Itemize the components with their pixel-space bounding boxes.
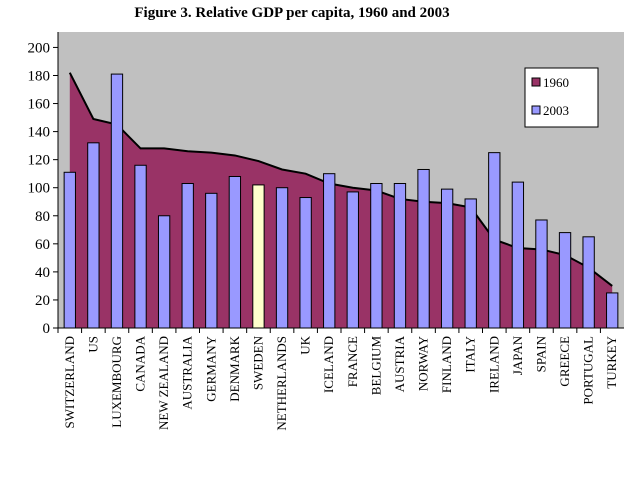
x-tick-label: UK [298,335,313,354]
bar [370,183,383,329]
x-tick-label: AUSTRALIA [180,335,195,409]
bar [393,183,407,329]
bar [63,171,76,329]
y-tick-label: 180 [28,68,51,84]
x-tick-label: PORTUGAL [581,336,596,405]
x-tick-label: NETHERLANDS [274,336,289,431]
bar [110,73,124,329]
bar [417,168,430,329]
x-tick-label: TURKEY [604,335,619,388]
y-tick-label: 40 [35,265,50,281]
bar [582,236,595,329]
bar [205,192,218,329]
x-tick-label: NEW ZEALAND [156,336,171,430]
bar [535,219,548,329]
y-tick-label: 200 [28,40,51,56]
x-tick-label: GERMANY [203,335,218,401]
x-tick-label: NORWAY [416,335,431,391]
x-tick-label: CANADA [133,335,148,391]
bar [299,197,312,329]
x-tick-label: SWEDEN [250,335,265,390]
legend: 1960 2003 [524,67,599,128]
bar [511,181,525,329]
bar [87,142,100,329]
y-tick-label: 160 [28,97,51,113]
x-tick-label: FRANCE [345,336,360,387]
y-tick-label: 20 [35,293,50,309]
bar [488,152,501,329]
bar [606,292,619,329]
bar [181,183,194,329]
x-tick-label: GREECE [557,336,572,387]
bar [228,175,242,329]
bar [323,173,336,329]
legend-label: 2003 [543,103,569,118]
bar [464,198,477,329]
bar [252,184,265,329]
bar [440,188,454,329]
bar [346,191,359,329]
bar [157,215,171,329]
x-tick-label: US [85,336,100,353]
x-tick-label: BELGIUM [368,336,383,396]
y-tick-label: 60 [35,237,50,253]
x-tick-label: IRELAND [486,336,501,393]
x-tick-label: SPAIN [533,335,548,372]
x-tick-label: ITALY [463,335,478,372]
x-tick-label: JAPAN [510,335,525,375]
y-tick-label: 140 [28,125,51,141]
x-tick-label: AUSTRIA [392,335,407,392]
legend-swatch [531,77,541,87]
x-tick-label: DENMARK [227,335,242,401]
chart-title: Figure 3. Relative GDP per capita, 1960 … [134,5,449,21]
legend-swatch [531,105,541,115]
y-tick-label: 0 [43,321,51,337]
x-tick-label: FINLAND [439,336,454,393]
x-tick-label: SWITZERLAND [62,336,77,428]
bar [558,232,572,329]
bar [134,164,147,329]
x-tick-label: ICELAND [321,336,336,393]
legend-label: 1960 [543,75,569,90]
y-tick-label: 100 [28,181,51,197]
x-tick-label: LUXEMBOURG [109,336,124,428]
bar [275,187,289,329]
y-tick-label: 80 [35,209,50,225]
y-tick-label: 120 [28,153,51,169]
